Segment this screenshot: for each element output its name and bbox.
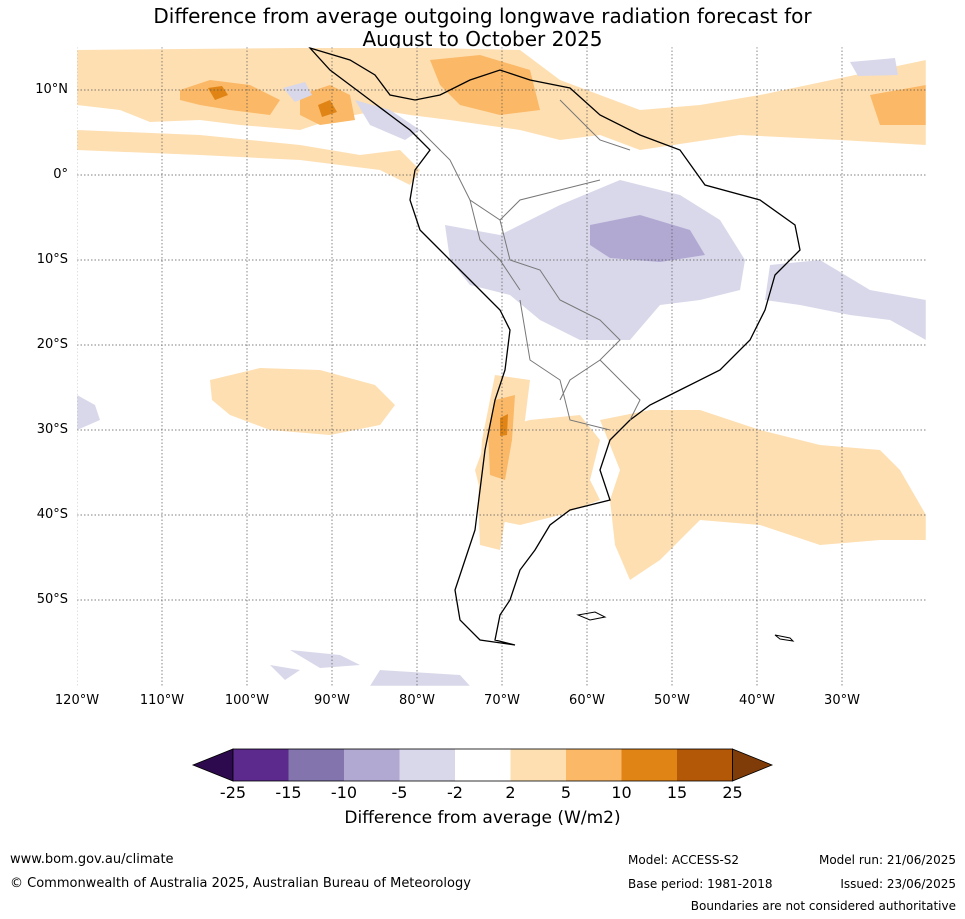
anomaly-region-moderate-venezuela	[430, 55, 540, 115]
anomaly-region-negative-atlantic-north	[850, 58, 898, 76]
anomaly-region-positive-south-atlantic	[600, 410, 926, 580]
anomaly-region-negative-panama	[355, 100, 420, 140]
colorbar-tick: 25	[722, 783, 743, 802]
colorbar-extend-low	[191, 748, 234, 782]
colorbar-tick: 15	[666, 783, 688, 802]
anomaly-region-positive-itcz	[77, 130, 420, 185]
anomaly-region-moderate-andes	[488, 395, 515, 480]
lon-label: 100°W	[224, 693, 270, 708]
anomaly-region-negative-south-atlantic	[765, 260, 926, 340]
colorbar-extend-high	[732, 748, 774, 782]
footer-model: Model: ACCESS-S2	[628, 853, 740, 867]
colorbar	[191, 748, 774, 782]
footer-disclaimer: Boundaries are not considered authoritat…	[690, 899, 956, 913]
colorbar-tick: 2	[505, 783, 516, 802]
south-georgia	[774, 634, 795, 642]
lon-label: 70°W	[484, 693, 520, 708]
lat-label: 10°N	[35, 82, 68, 97]
falkland-islands	[576, 611, 607, 621]
colorbar-bin-4	[399, 749, 455, 781]
footer-copyright: © Commonwealth of Australia 2025, Austra…	[10, 876, 471, 891]
colorbar-tick: -5	[391, 783, 408, 802]
anomaly-region-negative-pacific-small	[283, 82, 312, 102]
lat-label: 30°S	[36, 422, 68, 437]
lon-label: 90°W	[314, 693, 350, 708]
anomaly-region-negative-west-edge	[77, 395, 100, 430]
lat-label: 0°	[53, 167, 68, 182]
lat-label: 20°S	[36, 337, 68, 352]
colorbar-label: Difference from average (W/m2)	[344, 808, 621, 828]
footer-url[interactable]: www.bom.gov.au/climate	[10, 852, 174, 867]
lon-label: 110°W	[139, 693, 185, 708]
anomaly-region-negative-south	[270, 650, 470, 686]
colorbar-tick: -15	[275, 783, 302, 802]
lon-label: 30°W	[824, 693, 860, 708]
colorbar-bin-7	[566, 749, 622, 781]
colorbar-tick: 10	[611, 783, 632, 802]
colorbar-tick: -10	[330, 783, 358, 802]
anomaly-region-strong-cell-1	[208, 86, 228, 100]
colorbar-tick: -2	[447, 783, 463, 802]
colorbar-bin-1	[233, 749, 289, 781]
lat-label: 50°S	[36, 592, 68, 607]
colorbar-tick: 5	[560, 783, 572, 802]
lon-label: 120°W	[54, 693, 100, 708]
lon-label: 60°W	[569, 693, 605, 708]
graticule	[77, 47, 926, 686]
colorbar-bin-2	[288, 749, 344, 781]
lat-label: 10°S	[36, 252, 68, 267]
lat-label: 40°S	[36, 507, 68, 522]
lon-label: 40°W	[739, 693, 775, 708]
footer-base-period: Base period: 1981-2018	[628, 877, 773, 891]
country-borders	[419, 99, 641, 431]
anomaly-region-moderate-negative-amazon	[590, 215, 705, 262]
colorbar-bin-9	[677, 749, 733, 781]
anomaly-region-moderate-atlantic	[870, 85, 926, 125]
colorbar-bin-8	[621, 749, 677, 781]
anomaly-region-moderate-east-pacific	[180, 80, 280, 115]
colorbar-bin-6	[510, 749, 566, 781]
anomaly-region-positive-south-pacific	[210, 368, 395, 435]
colorbar-tick: -25	[219, 783, 247, 802]
footer-model-run: Model run: 21/06/2025	[818, 853, 956, 867]
lon-label: 50°W	[654, 693, 690, 708]
footer-issued: Issued: 23/06/2025	[840, 877, 956, 891]
chart-title-line1: Difference from average outgoing longwav…	[153, 4, 812, 28]
colorbar-bin-5	[455, 749, 511, 781]
south-america-coastline	[308, 47, 801, 646]
colorbar-bin-3	[344, 749, 400, 781]
lon-label: 80°W	[399, 693, 435, 708]
